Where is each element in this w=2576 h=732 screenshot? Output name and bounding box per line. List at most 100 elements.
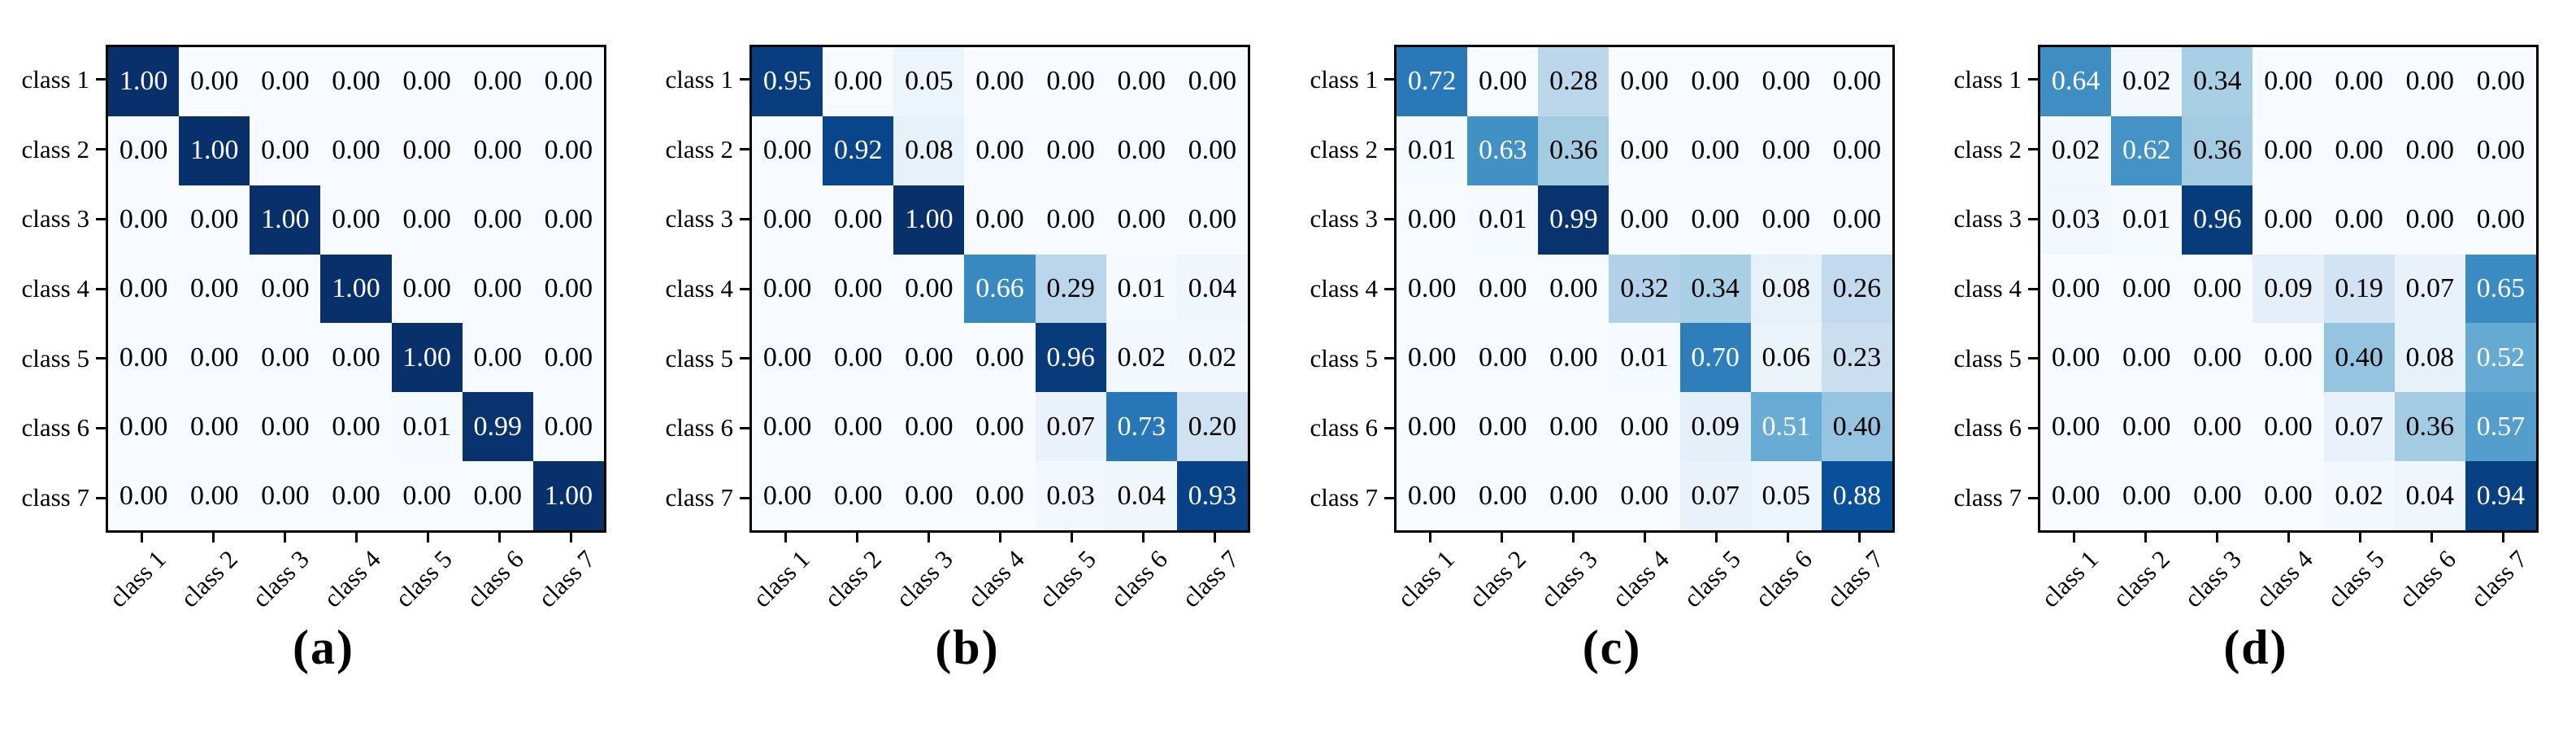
y-axis-label: class 3 <box>21 204 89 233</box>
heatmap-plot-area-a: 1.00 0.00 0.00 0.00 0.00 0.00 0.00 0.00 1.00 0.00… <box>0 0 644 732</box>
y-axis-tick <box>2028 357 2038 360</box>
y-axis-tick <box>1384 496 1394 499</box>
heatmap-cell: 0.00 <box>250 115 321 185</box>
heatmap-cell: 0.00 <box>823 461 894 530</box>
heatmap-cell: 0.00 <box>179 47 250 116</box>
heatmap-cell: 0.00 <box>391 254 463 324</box>
heatmap-cell: 0.00 <box>2323 185 2395 255</box>
heatmap-cell: 0.64 <box>2040 47 2112 116</box>
heatmap-cell: 0.95 <box>752 47 823 116</box>
y-axis-tick <box>96 426 106 429</box>
heatmap-cell: 0.00 <box>1467 254 1539 324</box>
heatmap-cell: 0.06 <box>1750 323 1822 393</box>
heatmap-cell: 0.63 <box>1467 115 1539 185</box>
y-axis-label: class 4 <box>665 274 733 303</box>
heatmap-cell: 0.00 <box>823 392 894 462</box>
heatmap-cell: 0.00 <box>2182 392 2253 462</box>
heatmap-cell: 0.23 <box>1821 323 1892 393</box>
y-axis-tick <box>1384 426 1394 429</box>
heatmap-cell: 0.00 <box>2040 392 2112 462</box>
heatmap-cell: 1.00 <box>250 185 321 255</box>
x-axis-label: class 7 <box>1821 544 1890 613</box>
heatmap-cell: 0.00 <box>964 392 1036 462</box>
x-axis-tick <box>140 533 143 542</box>
heatmap-cell: 0.40 <box>2323 323 2395 393</box>
heatmap-cell: 0.00 <box>462 185 533 255</box>
heatmap-cell: 1.00 <box>893 185 965 255</box>
heatmap-cell: 0.00 <box>893 461 965 530</box>
heatmap-cell: 0.02 <box>1176 323 1248 393</box>
heatmap-cell: 0.51 <box>1750 392 1822 462</box>
x-axis-tick <box>2358 533 2361 542</box>
heatmap-cell: 1.00 <box>320 254 392 324</box>
heatmap-cell: 0.00 <box>391 185 463 255</box>
heatmap-cell: 0.00 <box>391 47 463 116</box>
heatmap-cell: 0.00 <box>462 47 533 116</box>
heatmap-cell: 0.00 <box>108 323 180 393</box>
heatmap-cell: 0.01 <box>391 392 463 462</box>
heatmap-matrix: 0.64 0.02 0.34 0.00 0.00 0.00 0.00 0.02 0.62 0.36… <box>2038 45 2539 533</box>
heatmap-cell: 0.00 <box>2465 115 2536 185</box>
heatmap-cell: 0.00 <box>2252 185 2324 255</box>
heatmap-cell: 0.00 <box>2040 461 2112 530</box>
heatmap-cell: 1.00 <box>179 115 250 185</box>
heatmap-matrix: 1.00 0.00 0.00 0.00 0.00 0.00 0.00 0.00 1.00 0.00… <box>106 45 606 533</box>
x-axis-label: class 3 <box>2179 544 2248 613</box>
y-axis-label: class 1 <box>1310 64 1378 94</box>
heatmap-cell: 0.00 <box>1609 461 1680 530</box>
x-axis-tick <box>2072 533 2075 542</box>
heatmap-cell: 0.26 <box>1821 254 1892 324</box>
heatmap-cell: 0.00 <box>2323 47 2395 116</box>
x-axis-label: class 4 <box>1606 544 1675 613</box>
x-axis-label: class 1 <box>2035 544 2105 613</box>
y-axis-label: class 7 <box>665 483 733 512</box>
y-axis-label: class 6 <box>1953 413 2022 442</box>
subfigure-caption-c: (c) <box>1582 621 1642 674</box>
heatmap-cell: 0.00 <box>1467 461 1539 530</box>
heatmap-cell: 0.00 <box>1035 185 1106 255</box>
heatmap-cell: 0.01 <box>1397 115 1468 185</box>
heatmap-cell: 0.00 <box>964 461 1036 530</box>
x-axis-tick <box>1141 533 1145 542</box>
x-axis-label: class 6 <box>1105 544 1174 613</box>
x-axis-tick <box>1786 533 1789 542</box>
heatmap-cell: 0.00 <box>1467 47 1539 116</box>
heatmap-cell: 0.00 <box>2040 254 2112 324</box>
x-axis-tick <box>2215 533 2218 542</box>
heatmap-cell: 0.00 <box>1679 115 1751 185</box>
heatmap-cell: 0.00 <box>752 461 823 530</box>
subfigure-d: 0.64 0.02 0.34 0.00 0.00 0.00 0.00 0.02 0.62 0.36… <box>1932 0 2576 732</box>
y-axis-tick <box>740 78 749 81</box>
heatmap-cell: 0.00 <box>2252 461 2324 530</box>
y-axis-tick <box>96 287 106 290</box>
heatmap-cell: 0.07 <box>2394 254 2465 324</box>
heatmap-cell: 0.00 <box>179 461 250 530</box>
heatmap-cell: 0.00 <box>2323 115 2395 185</box>
heatmap-cell: 0.00 <box>1467 323 1539 393</box>
heatmap-cell: 0.00 <box>752 115 823 185</box>
heatmap-cell: 0.62 <box>2111 115 2183 185</box>
heatmap-cell: 0.08 <box>1750 254 1822 324</box>
heatmap-cell: 0.00 <box>752 392 823 462</box>
heatmap-cell: 0.00 <box>250 254 321 324</box>
heatmap-cell: 0.00 <box>1035 47 1106 116</box>
x-axis-label: class 2 <box>175 544 244 613</box>
heatmap-cell: 0.07 <box>1035 392 1106 462</box>
subfigure-b: 0.95 0.00 0.05 0.00 0.00 0.00 0.00 0.00 0.92 0.08… <box>644 0 1288 732</box>
x-axis-tick <box>1714 533 1718 542</box>
x-axis-tick <box>1643 533 1646 542</box>
x-axis-tick <box>426 533 429 542</box>
heatmap-cell: 0.28 <box>1538 47 1609 116</box>
heatmap-plot-area-b: 0.95 0.00 0.05 0.00 0.00 0.00 0.00 0.00 0.92 0.08… <box>644 0 1288 732</box>
x-axis-tick <box>1428 533 1431 542</box>
heatmap-cell: 0.19 <box>2323 254 2395 324</box>
x-axis-label: class 2 <box>1463 544 1532 613</box>
x-axis-label: class 4 <box>318 544 387 613</box>
heatmap-cell: 0.08 <box>2394 323 2465 393</box>
heatmap-cell: 0.00 <box>320 392 392 462</box>
x-axis-tick <box>2501 533 2504 542</box>
heatmap-cell: 0.00 <box>964 323 1036 393</box>
heatmap-cell: 0.34 <box>2182 47 2253 116</box>
y-axis-label: class 7 <box>1310 483 1378 512</box>
heatmap-cell: 0.00 <box>391 461 463 530</box>
